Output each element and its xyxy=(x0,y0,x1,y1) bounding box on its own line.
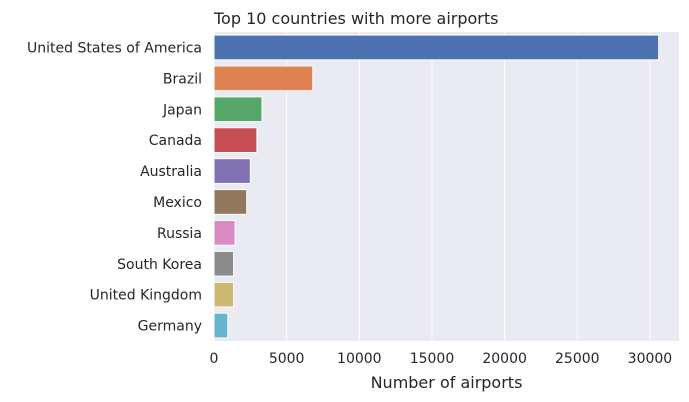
y-tick-label: Germany xyxy=(138,319,202,335)
y-tick-labels: United States of America Brazil Japan Canad… xyxy=(27,40,202,334)
bar-germany xyxy=(213,312,229,339)
y-tick-label: United Kingdom xyxy=(90,288,202,304)
x-tick-label: 10000 xyxy=(337,351,382,367)
bar-united-kingdom xyxy=(213,281,235,308)
x-tick-label: 25000 xyxy=(555,351,600,367)
y-tick-label: United States of America xyxy=(27,40,202,56)
y-tick-label: Mexico xyxy=(153,195,202,211)
bar-russia xyxy=(213,219,236,246)
x-tick-label: 15000 xyxy=(410,351,455,367)
x-tick-label: 5000 xyxy=(269,351,305,367)
bar-japan xyxy=(213,96,263,123)
bars xyxy=(213,34,660,339)
y-tick-label: Australia xyxy=(140,164,202,180)
x-axis-label: Number of airports xyxy=(371,373,523,392)
bar-australia xyxy=(213,158,251,184)
bar-canada xyxy=(213,127,258,154)
bar-south-korea xyxy=(213,250,235,277)
y-tick-label: Japan xyxy=(162,102,202,118)
y-tick-label: Russia xyxy=(157,226,202,242)
y-tick-label: Canada xyxy=(149,133,202,149)
y-tick-label: South Korea xyxy=(117,257,202,273)
x-tick-label: 20000 xyxy=(482,351,527,367)
x-tick-label: 0 xyxy=(210,351,219,367)
x-tick-labels: 0 5000 10000 15000 20000 25000 30000 xyxy=(210,351,673,367)
bar-mexico xyxy=(213,189,248,215)
bar-united-states-of-america xyxy=(213,34,660,61)
y-tick-label: Brazil xyxy=(163,71,202,87)
chart-title: Top 10 countries with more airports xyxy=(213,9,498,28)
bar-brazil xyxy=(213,65,314,92)
x-tick-label: 30000 xyxy=(628,351,673,367)
